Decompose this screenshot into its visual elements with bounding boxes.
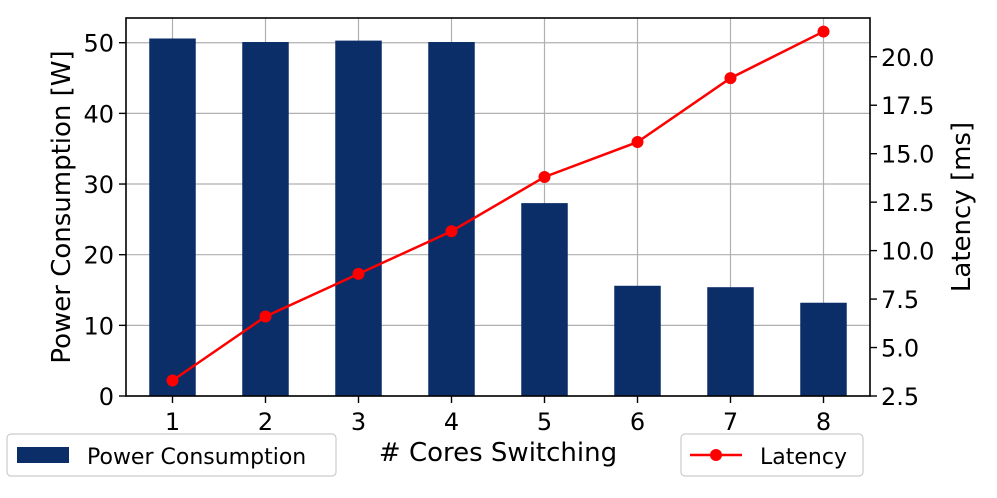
y2-tick-label: 5.0 <box>881 335 919 363</box>
y2-tick-label: 2.5 <box>881 383 919 411</box>
legend-box <box>6 433 337 477</box>
legend-power-consumption: Power Consumption <box>6 433 337 477</box>
y2-axis-label: Latency [ms] <box>947 122 977 292</box>
legend-label-power: Power Consumption <box>87 445 306 470</box>
legend-marker-latency <box>710 449 722 461</box>
bar-power-consumption <box>428 42 475 396</box>
y-tick-label: 30 <box>83 171 114 199</box>
legend-latency: Latency <box>680 433 864 477</box>
y2-tick-label: 7.5 <box>881 286 919 314</box>
y2-tick-label: 10.0 <box>881 238 934 266</box>
legend-label-latency: Latency <box>760 445 847 470</box>
bar-power-consumption <box>149 38 196 397</box>
y-tick-label: 0 <box>99 383 114 411</box>
bar-power-consumption <box>521 203 568 396</box>
legend-box <box>680 433 864 477</box>
x-axis-ticks: 1 2 3 4 5 6 7 8 <box>165 396 831 436</box>
bar-power-consumption <box>800 302 847 396</box>
y2-tick-label: 15.0 <box>881 141 934 169</box>
latency-point <box>538 170 551 183</box>
y-tick-label: 40 <box>83 100 114 128</box>
x-tick-label: 7 <box>723 408 738 436</box>
legend-swatch-power <box>17 447 69 463</box>
latency-point <box>352 267 365 280</box>
x-tick-label: 2 <box>258 408 273 436</box>
bar-power-consumption <box>707 287 754 396</box>
y2-tick-label: 20.0 <box>881 44 934 72</box>
latency-point <box>259 310 272 323</box>
bar-power-consumption <box>335 40 382 396</box>
bar-power-consumption <box>614 285 661 396</box>
latency-line <box>171 30 825 382</box>
x-tick-label: 4 <box>444 408 459 436</box>
y2-tick-label: 12.5 <box>881 189 934 217</box>
y-tick-label: 10 <box>83 312 114 340</box>
y2-tick-label: 17.5 <box>881 92 934 120</box>
plot-frame <box>125 17 871 397</box>
y-axis-ticks: 0 10 20 30 40 50 <box>83 30 126 411</box>
latency-point <box>445 225 458 238</box>
latency-point <box>724 72 737 85</box>
latency-point <box>166 374 179 387</box>
bar-series-power <box>149 38 847 397</box>
latency-point <box>631 136 644 149</box>
y-tick-label: 50 <box>83 30 114 58</box>
x-tick-label: 5 <box>537 408 552 436</box>
y-tick-label: 20 <box>83 242 114 270</box>
x-tick-label: 3 <box>351 408 366 436</box>
x-tick-label: 8 <box>816 408 831 436</box>
line-series-latency <box>166 25 830 387</box>
bar-power-consumption <box>242 42 289 396</box>
y-axis-label: Power Consumption [W] <box>47 50 77 363</box>
latency-point <box>817 25 830 38</box>
y2-axis-ticks: 2.5 5.0 7.5 10.0 12.5 15.0 17.5 20.0 <box>870 44 934 411</box>
x-tick-label: 1 <box>165 408 180 436</box>
x-tick-label: 6 <box>630 408 645 436</box>
grid-lines <box>126 18 870 397</box>
x-axis-label: # Cores Switching <box>379 438 617 468</box>
